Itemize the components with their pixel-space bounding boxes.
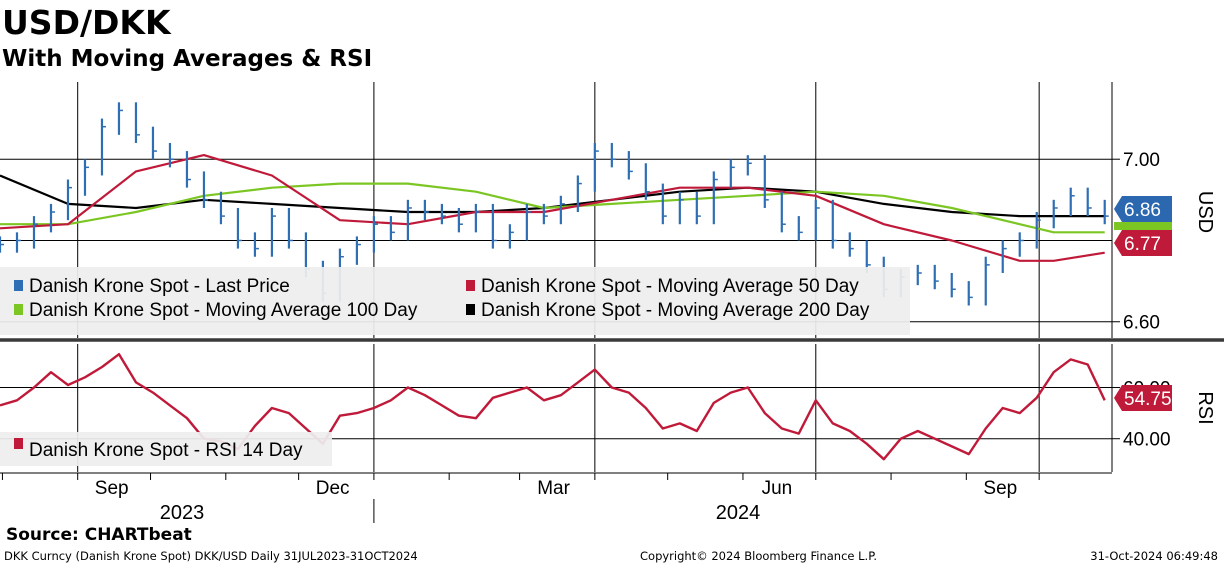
last-price-series — [0, 102, 1109, 306]
price-ytick-label-0: 7.00 — [1123, 150, 1160, 171]
price-legend-box — [0, 267, 910, 335]
rsi-line — [0, 353, 1106, 461]
source-note: Source: CHARTbeat — [6, 525, 192, 545]
x-tick-label-1: Dec — [316, 478, 350, 499]
year-label-0: 2023 — [160, 502, 205, 524]
rsi-badge-0-shape — [1114, 385, 1172, 411]
price-badge-1-strip — [1114, 222, 1172, 230]
rsi-badges: 54.75 — [1114, 385, 1172, 411]
price-legend-swatch-2 — [14, 304, 23, 315]
rsi-series — [0, 353, 1106, 461]
price-panel: Danish Krone Spot - Last Price Danish Kro… — [0, 82, 1216, 338]
price-badge-0-shape — [1114, 196, 1172, 222]
rsi-legend-swatch-0 — [14, 438, 23, 449]
price-badge-0-label: 6.86 — [1124, 200, 1161, 221]
x-tick-label-3: Jun — [762, 478, 793, 499]
rsi-legend: Danish Krone Spot - RSI 14 Day — [14, 438, 303, 461]
price-legend-label-1: Danish Krone Spot - Moving Average 50 Da… — [481, 276, 859, 297]
price-legend-label-0: Danish Krone Spot - Last Price — [29, 276, 290, 297]
chart-title: USD/DKK — [2, 3, 171, 42]
rsi-ytick-label-1: 40.00 — [1123, 430, 1171, 451]
price-badge-2-label: 6.77 — [1124, 234, 1161, 255]
rsi-badge-0-label: 54.75 — [1124, 389, 1172, 410]
chart-subtitle: With Moving Averages & RSI — [2, 46, 373, 72]
x-axis: Sep Dec Mar Jun Sep 2023 2024 — [0, 472, 1112, 524]
price-legend-swatch-3 — [466, 304, 475, 315]
ma100-line — [0, 182, 1105, 234]
price-legend-label-3: Danish Krone Spot - Moving Average 200 D… — [481, 300, 870, 321]
rsi-panel: Danish Krone Spot - RSI 14 Day 60.0040.0… — [0, 344, 1216, 472]
price-series — [0, 102, 1109, 306]
price-unit-label: USD — [1194, 191, 1216, 233]
price-legend: Danish Krone Spot - Last Price Danish Kro… — [14, 276, 870, 321]
x-tick-label-2: Mar — [537, 478, 570, 499]
footer-timestamp: 31-Oct-2024 06:49:48 — [1090, 549, 1218, 563]
footer-copyright: Copyright© 2024 Bloomberg Finance L.P. — [640, 549, 877, 563]
year-label-1: 2024 — [716, 502, 761, 524]
price-y-axis: 7.00 6.60 — [1111, 82, 1160, 338]
price-badges: 6.86 6.77 — [1114, 196, 1172, 256]
rsi-unit-label: RSI — [1194, 391, 1216, 424]
rsi-legend-label-0: Danish Krone Spot - RSI 14 Day — [29, 440, 303, 461]
price-ytick-label-1: 6.60 — [1123, 313, 1160, 334]
x-tick-label-0: Sep — [95, 478, 129, 499]
price-badge-2-shape — [1114, 230, 1172, 256]
price-legend-swatch-1 — [466, 280, 475, 291]
footer-ticker: DKK Curncy (Danish Krone Spot) DKK/USD D… — [4, 549, 418, 563]
price-legend-label-2: Danish Krone Spot - Moving Average 100 D… — [29, 300, 418, 321]
rsi-legend-box — [0, 432, 332, 466]
x-tick-label-4: Sep — [983, 478, 1017, 499]
price-legend-swatch-0 — [14, 280, 23, 291]
